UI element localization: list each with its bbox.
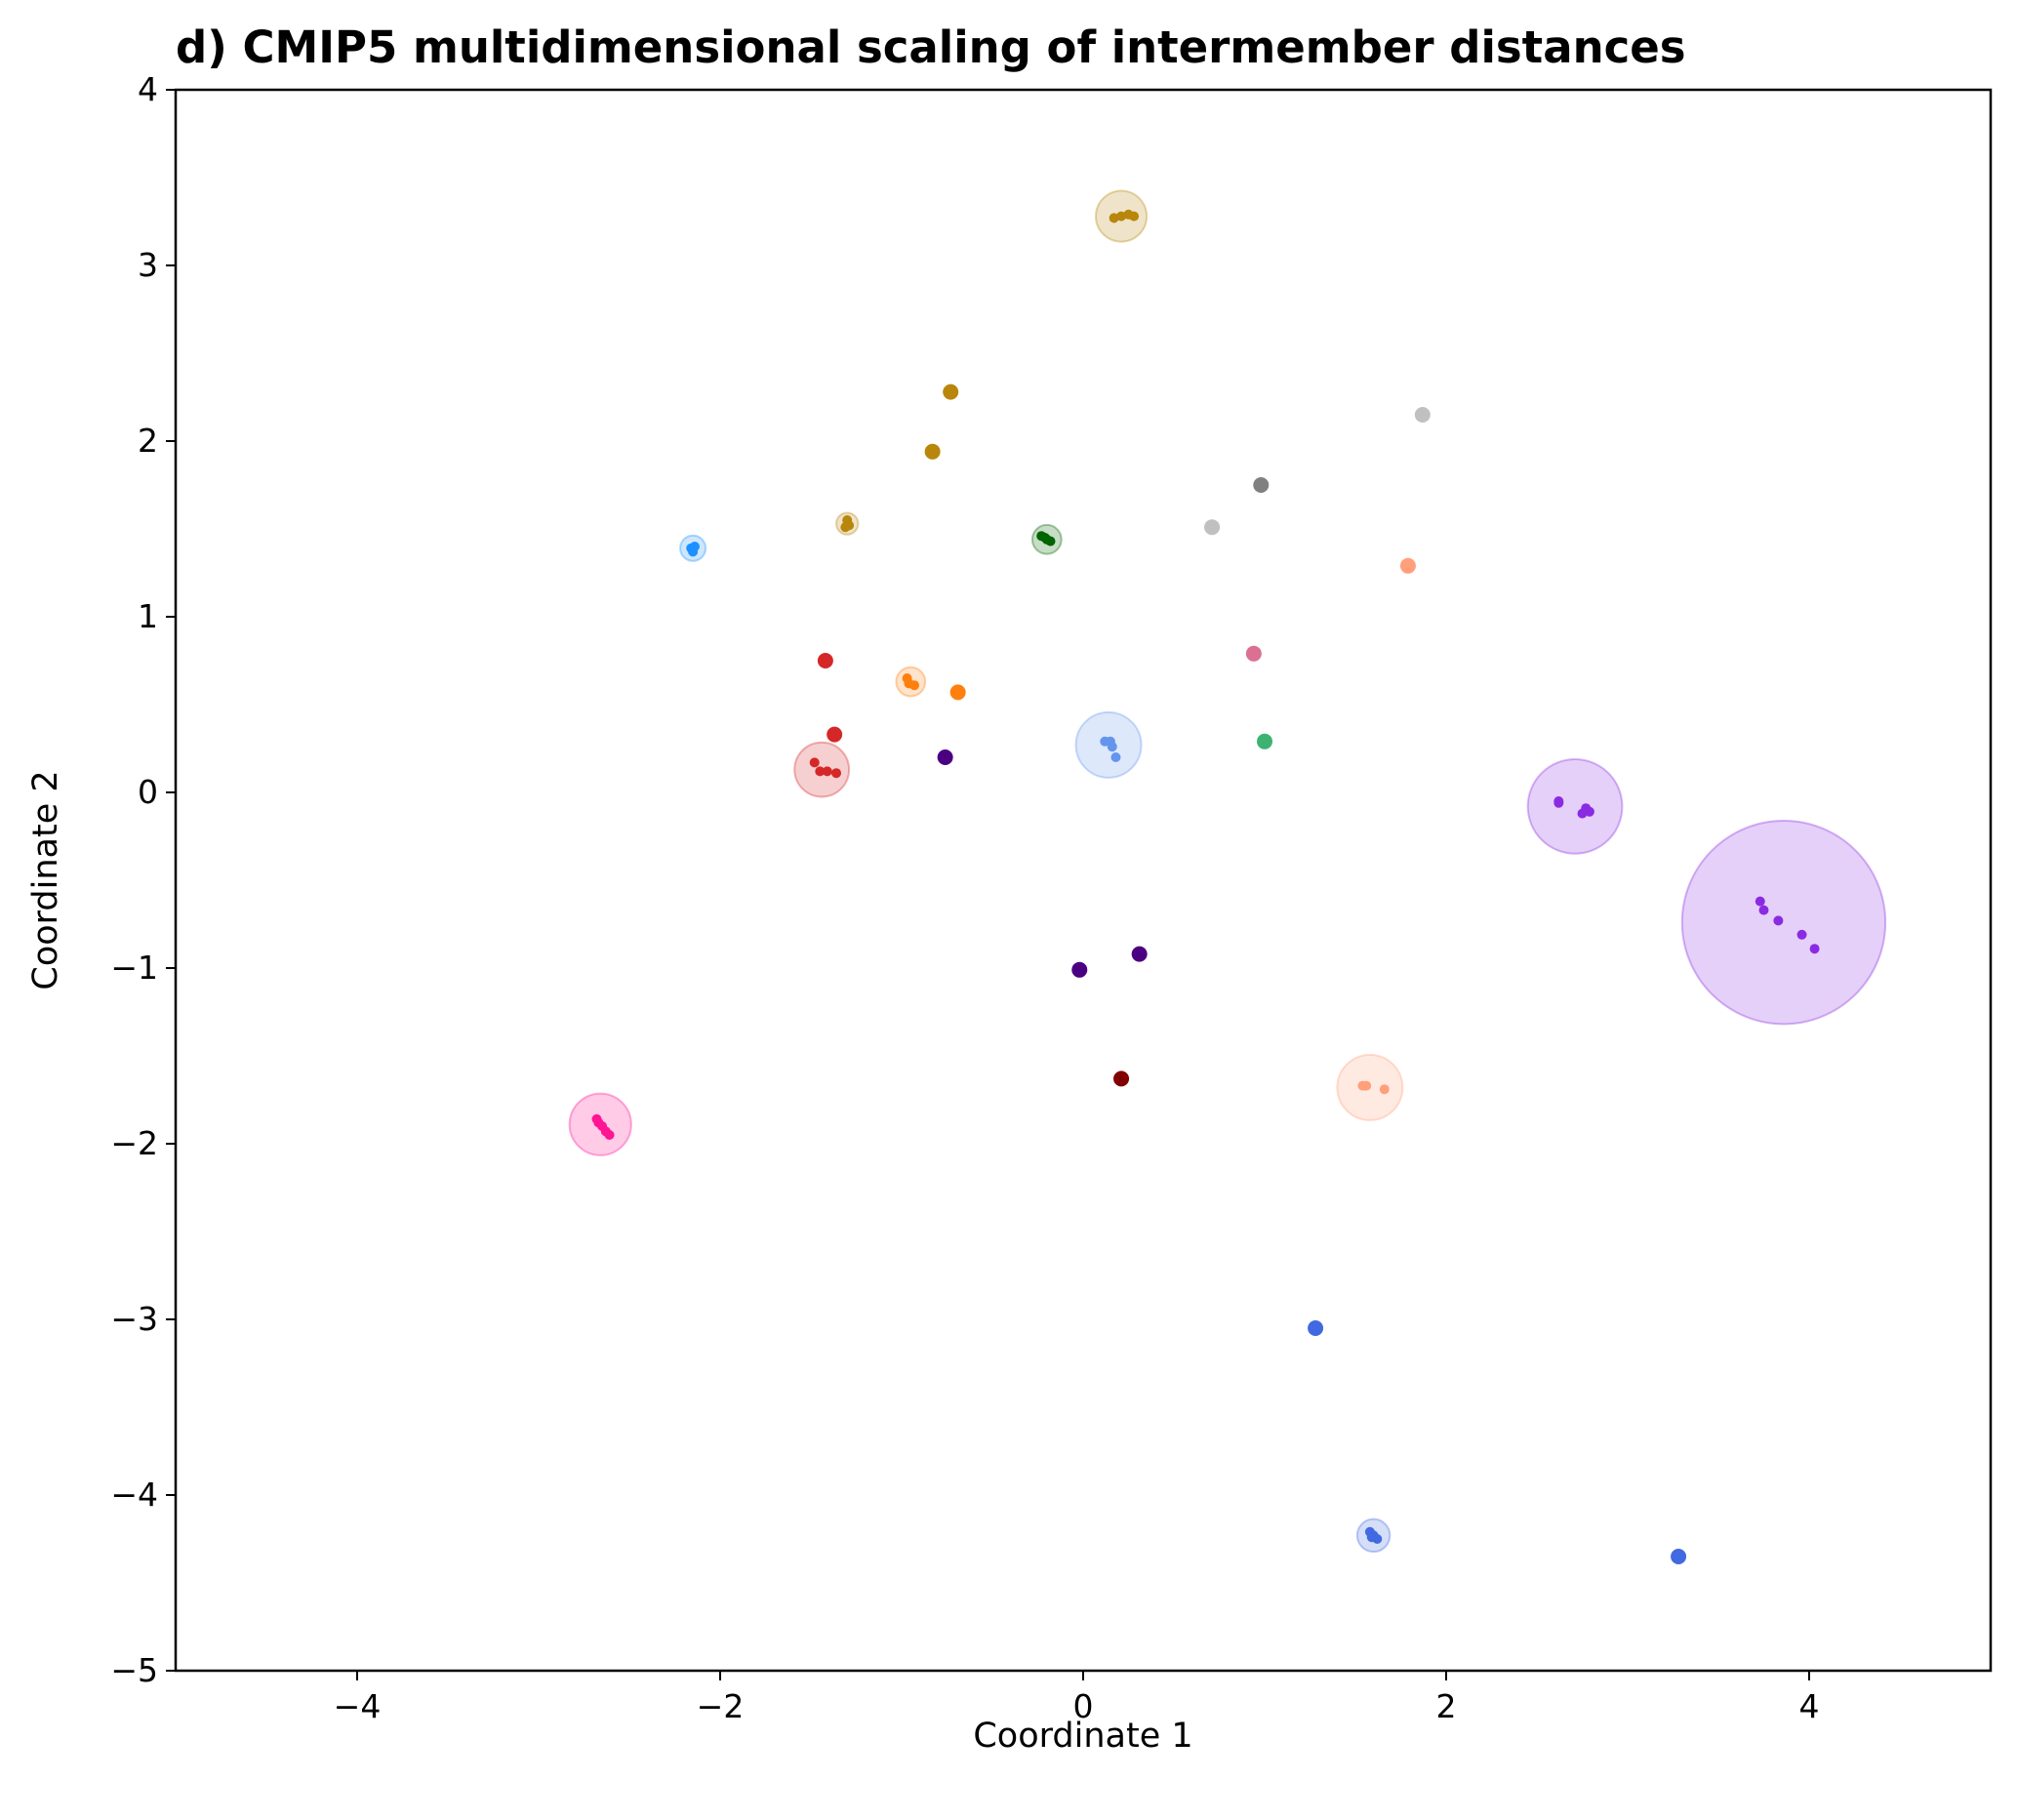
member-point (1553, 797, 1564, 808)
x-tick-label: 4 (1799, 1687, 1820, 1725)
y-tick-label: −4 (110, 1476, 158, 1514)
member-group (1399, 557, 1416, 574)
member-point (1809, 944, 1820, 954)
model-point (1245, 645, 1262, 662)
y-axis: −5 −4 −3 −2 −1 0 1 2 3 4 (110, 70, 176, 1689)
model-point (1414, 407, 1431, 423)
model-point (817, 653, 833, 668)
member-group (1253, 477, 1270, 493)
y-tick-label: −3 (110, 1300, 158, 1338)
member-point (822, 766, 832, 777)
member-point (1110, 752, 1121, 762)
x-axis: −4 −2 0 2 4 (334, 1671, 1820, 1725)
member-point (1796, 929, 1807, 940)
member-point (1755, 896, 1765, 907)
x-axis-label: Coordinate 1 (973, 1717, 1192, 1756)
y-tick-label: 1 (138, 597, 158, 635)
member-group (827, 726, 843, 743)
member-group (1336, 1053, 1404, 1121)
member-point (1129, 211, 1140, 222)
plot-area (174, 88, 1993, 1673)
member-group (1257, 733, 1272, 749)
member-point (1039, 533, 1050, 543)
member-point (1361, 1080, 1372, 1091)
model-point (1671, 1549, 1687, 1564)
chart-title: d) CMIP5 multidimensional scaling of int… (176, 21, 1686, 73)
group-spread-circle (1680, 820, 1887, 1026)
x-tick-label: 0 (1073, 1687, 1094, 1725)
member-group (1204, 519, 1221, 536)
member-point (1584, 806, 1594, 817)
member-group (1030, 523, 1063, 555)
x-tick-label: 2 (1436, 1687, 1457, 1725)
model-point (1253, 477, 1270, 493)
member-group (568, 1092, 632, 1156)
model-point (937, 749, 953, 765)
member-group (1671, 1549, 1687, 1564)
model-point (949, 684, 966, 701)
model-point (943, 384, 959, 400)
plot-background (176, 90, 1991, 1671)
member-point (1758, 905, 1769, 915)
y-tick-label: 3 (138, 246, 158, 284)
member-group (1355, 1517, 1392, 1554)
y-tick-label: 4 (138, 70, 158, 108)
member-point (809, 757, 820, 768)
member-point (604, 1130, 615, 1140)
member-point (815, 766, 826, 777)
member-point (831, 768, 842, 779)
model-point (1257, 733, 1272, 749)
model-point (1399, 557, 1416, 574)
member-point (1107, 742, 1117, 752)
member-group (1074, 710, 1143, 779)
member-group (943, 384, 959, 400)
model-point (1308, 1320, 1324, 1336)
model-point (1204, 519, 1221, 536)
member-group (1414, 407, 1431, 423)
member-group (793, 741, 851, 798)
member-group (1680, 820, 1887, 1026)
member-group (1526, 758, 1624, 855)
x-tick-label: −4 (334, 1687, 382, 1725)
model-point (1131, 946, 1148, 962)
member-group (1095, 189, 1149, 243)
y-tick-label: 2 (138, 422, 158, 460)
x-tick-label: −2 (697, 1687, 745, 1725)
member-group (1071, 961, 1088, 978)
y-tick-label: −2 (110, 1124, 158, 1162)
model-point (1113, 1071, 1130, 1087)
member-group (835, 511, 860, 536)
member-group (679, 534, 707, 562)
member-point (1379, 1084, 1390, 1095)
member-group (1113, 1071, 1130, 1087)
member-group (924, 443, 941, 460)
model-point (1071, 961, 1088, 978)
member-group (937, 749, 953, 765)
member-group (949, 684, 966, 701)
member-point (688, 546, 699, 557)
member-point (1366, 1532, 1377, 1543)
y-tick-label: 0 (138, 773, 158, 811)
member-group (1131, 946, 1148, 962)
y-tick-label: −5 (110, 1651, 158, 1689)
model-point (924, 443, 941, 460)
member-groups (568, 189, 1887, 1564)
member-group (895, 666, 927, 698)
member-group (817, 653, 833, 668)
group-spread-circle (1526, 758, 1624, 855)
member-point (1773, 915, 1784, 926)
member-point (904, 678, 914, 689)
y-axis-label: Coordinate 2 (26, 770, 65, 990)
member-point (844, 520, 855, 531)
y-tick-label: −1 (110, 949, 158, 987)
model-point (827, 726, 843, 743)
member-group (1308, 1320, 1324, 1336)
member-group (1245, 645, 1262, 662)
